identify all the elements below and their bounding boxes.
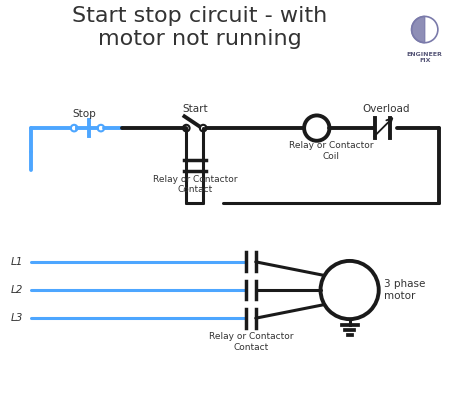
Text: Overload: Overload (363, 104, 410, 114)
Text: 3 phase
motor: 3 phase motor (384, 279, 426, 301)
Text: Start stop circuit - with
motor not running: Start stop circuit - with motor not runn… (72, 6, 327, 49)
Text: Relay or Contactor
Contact: Relay or Contactor Contact (153, 175, 237, 194)
Text: Relay or Contactor
Coil: Relay or Contactor Coil (289, 141, 373, 161)
Text: L1: L1 (11, 257, 23, 267)
Text: ENGINEER
FIX: ENGINEER FIX (407, 52, 443, 63)
Text: L2: L2 (11, 285, 23, 295)
Text: L3: L3 (11, 313, 23, 323)
Text: Start: Start (182, 104, 208, 114)
Polygon shape (411, 16, 425, 43)
Text: Stop: Stop (73, 109, 96, 119)
Text: Relay or Contactor
Contact: Relay or Contactor Contact (209, 332, 293, 352)
